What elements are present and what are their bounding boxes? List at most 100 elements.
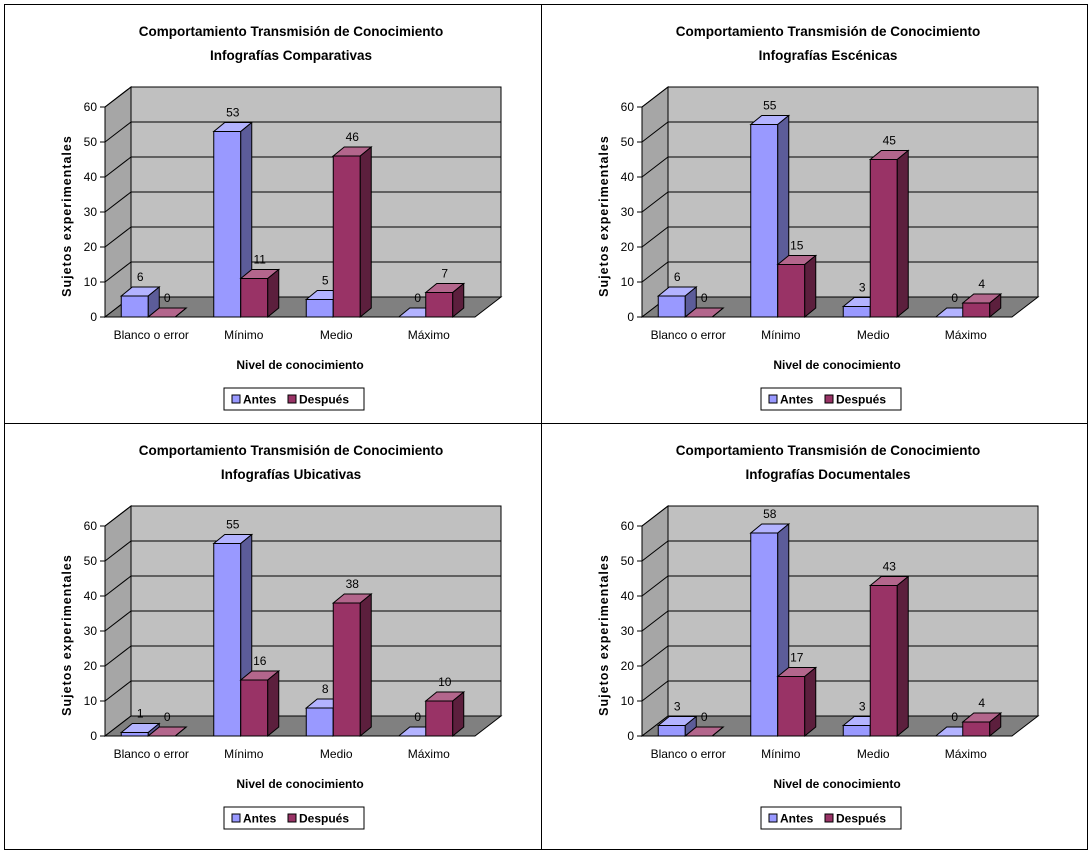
gridline [641,121,1038,143]
chart-panel-2: Comportamiento Transmisión de Conocimien… [542,5,1078,425]
legend-label-antes: Antes [780,393,814,407]
bar-side [267,669,280,738]
chart-subtitle: Infografías Comparativas [210,48,372,63]
data-label: 58 [763,507,777,521]
bar-front [777,676,806,737]
y-tick-label: 50 [84,554,98,568]
gridline [641,86,1038,108]
bar-front [425,700,454,737]
category-label: Mínimo [761,328,801,342]
y-tick-label: 0 [90,729,97,743]
bar-front [657,725,686,737]
bar-chart-comparativas: Comportamiento Transmisión de Conocimien… [60,24,503,411]
data-label: 11 [254,253,267,267]
bar-chart-documentales: Comportamiento Transmisión de Conocimien… [597,443,1040,830]
bar-side [989,711,1002,738]
bar-side [267,268,280,319]
data-label: 8 [322,682,329,696]
chart-title: Comportamiento Transmisión de Conocimien… [139,24,444,39]
y-tick-label: 20 [84,240,98,254]
gridline [641,610,1038,632]
category-label: Blanco o error [651,747,726,761]
bar-front [332,602,361,737]
legend-swatch-después [287,394,297,404]
data-label: 0 [701,710,708,724]
data-label: 3 [859,281,866,295]
data-label: 0 [414,291,421,305]
category-label: Máximo [408,328,450,342]
category-label: Medio [320,328,353,342]
data-label: 6 [137,270,144,284]
y-tick-label: 0 [90,310,97,324]
chart-title: Comportamiento Transmisión de Conocimien… [676,443,981,458]
category-label: Mínimo [224,328,264,342]
data-label: 0 [414,710,421,724]
data-label: 3 [674,700,681,714]
gridline [104,156,501,178]
y-tick-label: 10 [621,694,635,708]
bar-front [120,295,149,318]
bar-front [777,264,806,318]
bar-después-4 [961,292,1003,319]
gridline [104,540,501,562]
gridline [104,121,501,143]
gridline [641,191,1038,213]
gridline [641,226,1038,248]
chart-subtitle: Infografías Documentales [745,467,910,482]
bar-side [804,254,817,319]
data-label: 3 [859,700,866,714]
y-tick-label: 10 [84,694,98,708]
gridline [641,505,1038,527]
bar-antes-2 [212,533,254,738]
y-tick-label: 20 [621,240,635,254]
bar-front [305,707,334,737]
data-label: 4 [978,696,985,710]
category-label: Máximo [945,328,987,342]
data-label: 4 [978,277,985,291]
bar-después-4 [961,711,1003,738]
bar-side [896,575,909,738]
horizontal-divider [4,423,1088,424]
y-axis-label: Sujetos experimentales [60,135,74,297]
data-label: 17 [790,651,804,665]
x-axis-label: Nivel de conocimiento [236,358,363,372]
bar-front [425,292,454,318]
bar-después-3 [331,592,373,738]
bar-front [657,295,686,318]
bar-side [896,149,909,319]
bar-después-2 [776,666,818,738]
category-label: Medio [857,328,890,342]
y-tick-label: 60 [621,100,635,114]
gridline [104,505,501,527]
bar-después-1 [146,307,188,318]
category-label: Medio [320,747,353,761]
data-label: 43 [883,560,897,574]
bar-side [174,307,187,318]
data-label: 16 [253,654,267,668]
category-label: Blanco o error [114,328,189,342]
bar-antes-1 [656,715,698,738]
legend-label-después: Después [836,812,886,826]
gridline [104,645,501,667]
y-tick-label: 40 [84,170,98,184]
bar-side [711,307,724,318]
data-label: 55 [763,99,777,113]
bar-side [174,726,187,737]
bar-side [804,666,817,738]
bar-front [750,532,779,737]
bar-front [842,725,871,737]
bar-front [213,131,242,318]
bar-después-4 [424,690,466,738]
y-tick-label: 10 [84,275,98,289]
bar-después-2 [239,669,281,738]
legend-swatch-antes [231,813,241,823]
bar-después-3 [331,145,373,319]
bar-side [359,145,372,319]
bar-front [842,306,871,318]
y-tick-label: 30 [84,624,98,638]
chart-panel-1: Comportamiento Transmisión de Conocimien… [5,5,541,425]
data-label: 10 [438,675,452,689]
bar-front [120,732,149,737]
y-tick-label: 40 [621,589,635,603]
data-label: 45 [883,134,897,148]
